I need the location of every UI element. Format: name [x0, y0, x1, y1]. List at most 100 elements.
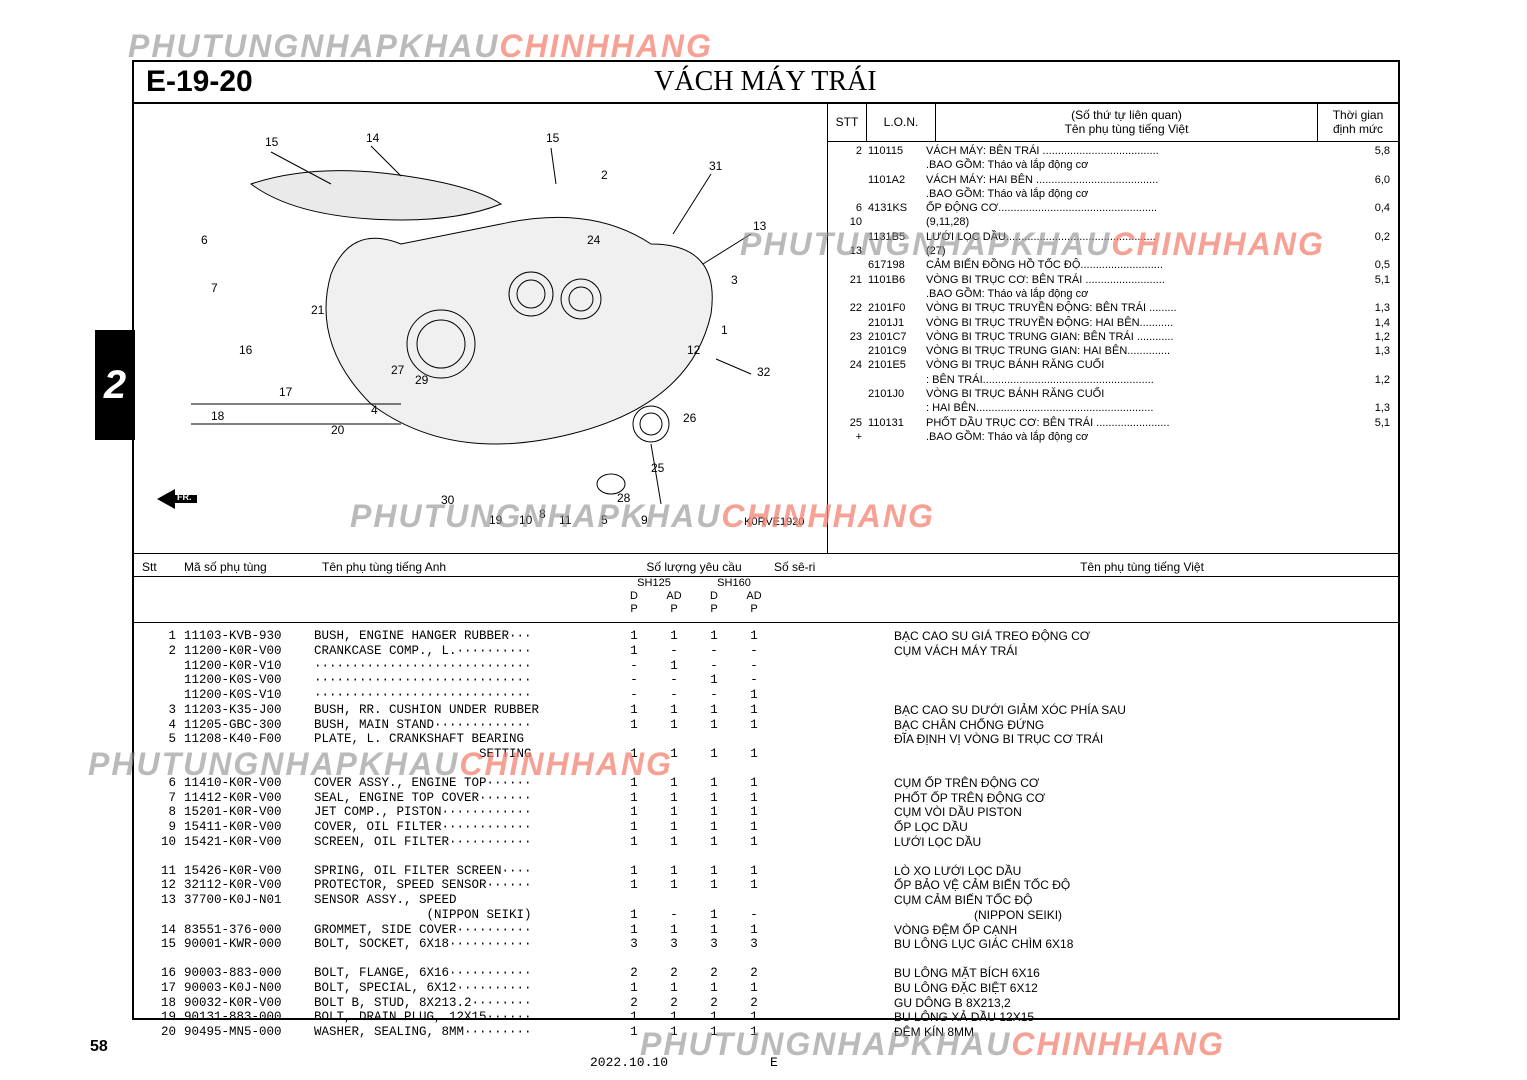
- parts-table-body: 111103-KVB-930BUSH, ENGINE HANGER RUBBER…: [134, 623, 1398, 1046]
- svg-text:27: 27: [391, 363, 405, 377]
- col-name: (Số thứ tự liên quan) Tên phụ tùng tiếng…: [936, 104, 1318, 141]
- labor-row: .BAO GỒM: Tháo và lắp động cơ: [832, 287, 1390, 301]
- page-frame: E-19-20 VÁCH MÁY TRÁI: [132, 60, 1400, 1020]
- part-row: 11200-K0S-V00···························…: [142, 673, 1390, 688]
- part-row: 711412-K0R-V00SEAL, ENGINE TOP COVER····…: [142, 791, 1390, 806]
- labor-row: .BAO GỒM: Tháo và lắp động cơ: [832, 187, 1390, 201]
- labor-row: +.BAO GỒM: Tháo và lắp động cơ: [832, 430, 1390, 444]
- col-vn: Tên phụ tùng tiếng Việt: [894, 560, 1390, 574]
- upper-area: 15 14 15 31 13 6 7 21 2 24 16 3 32 27: [134, 104, 1398, 554]
- labor-row: : BÊN TRÁI..............................…: [832, 373, 1390, 387]
- labor-row: 2101C9VÒNG BI TRỤC TRUNG GIAN: HAI BÊN..…: [832, 344, 1390, 358]
- part-row: 1483551-376-000GROMMET, SIDE COVER······…: [142, 923, 1390, 938]
- chapter-tab-number: 2: [104, 363, 126, 408]
- footer-date: 2022.10.10: [590, 1055, 668, 1070]
- labor-row: 2110115VÁCH MÁY: BÊN TRÁI ..............…: [832, 144, 1390, 158]
- part-row: 815201-K0R-V00JET COMP., PISTON·········…: [142, 805, 1390, 820]
- diagram-code: K0RVE1920: [744, 516, 804, 528]
- svg-text:10: 10: [519, 513, 533, 527]
- svg-text:13: 13: [753, 219, 767, 233]
- svg-text:30: 30: [441, 493, 455, 507]
- exploded-diagram: 15 14 15 31 13 6 7 21 2 24 16 3 32 27: [151, 124, 811, 534]
- section-code: E-19-20: [134, 65, 253, 99]
- part-row: 511208-K40-F00PLATE, L. CRANKSHAFT BEARI…: [142, 732, 1390, 747]
- svg-text:9: 9: [641, 513, 648, 527]
- svg-text:31: 31: [709, 159, 723, 173]
- labor-row: 2101J0VÒNG BI TRỤC BÁNH RĂNG CUỐI: [832, 387, 1390, 401]
- part-row: 11200-K0S-V10···························…: [142, 688, 1390, 703]
- col-pn: Mã số phụ tùng: [184, 560, 314, 574]
- diagram-panel: 15 14 15 31 13 6 7 21 2 24 16 3 32 27: [134, 104, 828, 554]
- col-ser: Số sê-ri: [774, 560, 894, 574]
- labor-row: 242101E5VÒNG BI TRỤC BÁNH RĂNG CUỐI: [832, 358, 1390, 372]
- labor-row: 2101J1VÒNG BI TRỤC TRUYỀN ĐỘNG: HAI BÊN.…: [832, 316, 1390, 330]
- diagram-svg: 15 14 15 31 13 6 7 21 2 24 16 3 32 27: [151, 124, 811, 534]
- col-qty-label: Số lượng yêu cầu: [614, 560, 774, 574]
- part-row: 1115426-K0R-V00SPRING, OIL FILTER SCREEN…: [142, 864, 1390, 879]
- col-stt: Stt: [142, 560, 184, 574]
- svg-text:29: 29: [415, 373, 429, 387]
- part-row: 111103-KVB-930BUSH, ENGINE HANGER RUBBER…: [142, 629, 1390, 644]
- svg-text:16: 16: [239, 343, 253, 357]
- parts-table: Stt Mã số phụ tùng Tên phụ tùng tiếng An…: [134, 554, 1398, 1018]
- part-row: 311203-K35-J00BUSH, RR. CUSHION UNDER RU…: [142, 703, 1390, 718]
- part-row: SETTING1111: [142, 747, 1390, 762]
- col-en: Tên phụ tùng tiếng Anh: [314, 560, 614, 574]
- labor-table-header: STT L.O.N. (Số thứ tự liên quan) Tên phụ…: [828, 104, 1398, 142]
- svg-text:24: 24: [587, 233, 601, 247]
- parts-table-header-row1: Stt Mã số phụ tùng Tên phụ tùng tiếng An…: [134, 554, 1398, 577]
- part-row: 2090495-MN5-000WASHER, SEALING, 8MM·····…: [142, 1025, 1390, 1040]
- labor-table: STT L.O.N. (Số thứ tự liên quan) Tên phụ…: [828, 104, 1398, 554]
- part-row: 1990131-883-000BOLT, DRAIN PLUG, 12X15··…: [142, 1010, 1390, 1025]
- part-row: 11200-K0R-V10···························…: [142, 659, 1390, 674]
- labor-row: 617198CẢM BIẾN ĐỒNG HỒ TỐC ĐỘ...........…: [832, 258, 1390, 272]
- svg-text:19: 19: [489, 513, 503, 527]
- svg-text:25: 25: [651, 461, 665, 475]
- col-lon: L.O.N.: [866, 104, 936, 141]
- svg-text:12: 12: [687, 343, 701, 357]
- svg-text:28: 28: [617, 491, 631, 505]
- svg-text:4: 4: [371, 403, 378, 417]
- labor-row: 64131KSỐP ĐỘNG CƠ.......................…: [832, 201, 1390, 215]
- part-row: (NIPPON SEIKI)1-1- (NIPPON SEIKI): [142, 908, 1390, 923]
- svg-text:20: 20: [331, 423, 345, 437]
- parts-table-header-row4: P P P P: [134, 603, 1398, 623]
- svg-text:FR.: FR.: [177, 492, 192, 502]
- svg-text:14: 14: [366, 131, 380, 145]
- svg-text:17: 17: [279, 385, 293, 399]
- col-time: Thời gian định mức: [1318, 104, 1398, 141]
- part-row: 1015421-K0R-V00SCREEN, OIL FILTER·······…: [142, 835, 1390, 850]
- labor-row: 1131B5LƯỚI LỌC DẦU......................…: [832, 230, 1390, 244]
- svg-text:26: 26: [683, 411, 697, 425]
- page-number: 58: [90, 1038, 108, 1056]
- part-row: 1590001-KWR-000BOLT, SOCKET, 6X18·······…: [142, 937, 1390, 952]
- labor-row: .BAO GỒM: Tháo và lắp động cơ: [832, 158, 1390, 172]
- svg-text:15: 15: [546, 131, 560, 145]
- col-stt: STT: [828, 116, 866, 130]
- fr-arrow-icon: FR.: [157, 485, 213, 518]
- labor-row: 232101C7VÒNG BI TRỤC TRUNG GIAN: BÊN TRÁ…: [832, 330, 1390, 344]
- footer-e: E: [770, 1055, 778, 1070]
- parts-table-header-row2: SH125 SH160: [134, 577, 1398, 590]
- section-title: VÁCH MÁY TRÁI: [253, 66, 1398, 98]
- svg-text:6: 6: [201, 233, 208, 247]
- labor-table-body: 2110115VÁCH MÁY: BÊN TRÁI ..............…: [828, 142, 1398, 446]
- part-row: 1790003-K0J-N00BOLT, SPECIAL, 6X12······…: [142, 981, 1390, 996]
- part-row: 611410-K0R-V00COVER ASSY., ENGINE TOP···…: [142, 776, 1390, 791]
- part-row: 1232112-K0R-V00PROTECTOR, SPEED SENSOR··…: [142, 878, 1390, 893]
- svg-text:1: 1: [721, 323, 728, 337]
- svg-text:8: 8: [539, 507, 546, 521]
- chapter-tab: 2: [95, 330, 135, 440]
- labor-row: : HAI BÊN...............................…: [832, 401, 1390, 415]
- svg-text:7: 7: [211, 281, 218, 295]
- labor-row: 10(9,11,28): [832, 215, 1390, 229]
- part-row: 1337700-K0J-N01SENSOR ASSY., SPEEDCỤM CẢ…: [142, 893, 1390, 908]
- svg-text:15: 15: [265, 135, 279, 149]
- labor-row: 1101A2VÁCH MÁY: HAI BÊN ................…: [832, 173, 1390, 187]
- svg-text:2: 2: [601, 168, 608, 182]
- svg-text:11: 11: [559, 513, 572, 527]
- part-row: 411205-GBC-300BUSH, MAIN STAND··········…: [142, 718, 1390, 733]
- svg-text:21: 21: [311, 303, 325, 317]
- labor-row: 25110131PHỐT DẦU TRỤC CƠ: BÊN TRÁI .....…: [832, 416, 1390, 430]
- part-row: 1890032-K0R-V00BOLT B, STUD, 8X213.2····…: [142, 996, 1390, 1011]
